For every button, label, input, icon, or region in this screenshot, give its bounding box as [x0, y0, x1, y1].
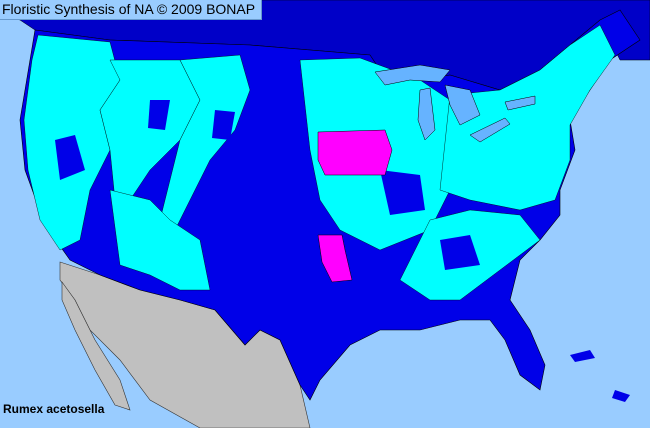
caribbean-islands [570, 350, 630, 402]
species-name: Rumex acetosella [3, 402, 105, 416]
oklahoma-patch [317, 234, 353, 283]
highlighted-states [317, 129, 393, 283]
baja-california [61, 281, 131, 411]
lake-michigan [417, 87, 436, 141]
lake-erie [469, 117, 511, 143]
lake-ontario [504, 95, 536, 111]
east-region [439, 24, 616, 211]
lake-huron [444, 84, 481, 126]
lake-superior [374, 64, 451, 86]
absent-patches [55, 100, 480, 270]
southwest-region [109, 189, 211, 291]
map-title: Floristic Synthesis of NA © 2009 BONAP [0, 0, 263, 20]
iowa [317, 129, 393, 176]
great-lakes [374, 64, 536, 143]
rockies-region [159, 54, 251, 231]
